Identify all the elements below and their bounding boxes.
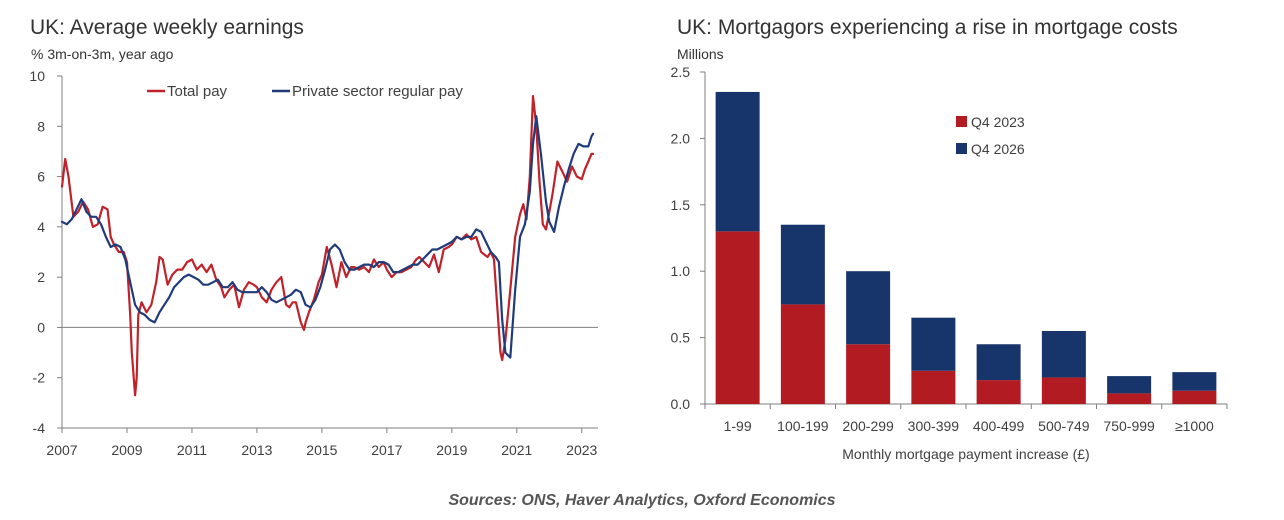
x-tick-label: 200-299: [842, 418, 894, 434]
x-tick-label: 2023: [566, 442, 597, 458]
x-tick-label: ≥1000: [1175, 418, 1214, 434]
y-tick-label: 0.0: [671, 396, 691, 412]
x-tick-label: 2013: [241, 442, 272, 458]
total-pay-line: [60, 94, 595, 397]
x-tick-label: 2017: [371, 442, 402, 458]
mortgage-chart-title: UK: Mortgagors experiencing a rise in mo…: [677, 16, 1178, 39]
y-tick-label: -4: [33, 420, 46, 436]
bar-q4-2026: [1172, 372, 1217, 391]
legend-label: Q4 2023: [971, 114, 1025, 130]
y-tick-label: 2: [37, 269, 45, 285]
y-tick-label: 2.5: [671, 64, 691, 80]
y-tick-label: 8: [37, 118, 45, 134]
legend-swatch: [956, 143, 967, 154]
x-tick-label: 400-499: [973, 418, 1025, 434]
bar-q4-2023: [1041, 377, 1086, 404]
legend-label: Total pay: [167, 83, 228, 100]
bar-q4-2026: [1107, 376, 1152, 394]
y-tick-label: -2: [33, 370, 46, 386]
source-note: Sources: ONS, Haver Analytics, Oxford Ec…: [448, 492, 836, 509]
y-tick-label: 10: [29, 68, 45, 84]
x-tick-label: 2007: [46, 442, 77, 458]
bar-q4-2026: [780, 224, 825, 305]
x-tick-label: 750-999: [1103, 418, 1155, 434]
bar-q4-2026: [911, 317, 956, 371]
y-tick-label: 1.0: [671, 263, 691, 279]
x-tick-label: 2009: [111, 442, 142, 458]
bar-q4-2026: [846, 271, 891, 345]
bar-q4-2026: [715, 91, 760, 232]
y-tick-label: 4: [37, 219, 45, 235]
y-tick-label: 6: [37, 169, 45, 185]
bar-q4-2023: [976, 380, 1021, 404]
y-tick-label: 1.5: [671, 197, 691, 213]
y-tick-label: 0: [37, 319, 45, 335]
x-tick-label: 2019: [436, 442, 467, 458]
x-tick-label: 100-199: [777, 418, 829, 434]
earnings-line-chart: -4 -2 0 2 4 6 8 10 2007 2009 2011 2013 2015 2017 2019 2…: [29, 68, 598, 458]
x-axis-title: Monthly mortgage payment increase (£): [842, 446, 1089, 462]
bar-q4-2023: [846, 344, 891, 404]
legend-label: Q4 2026: [971, 141, 1025, 157]
x-tick-label: 2021: [501, 442, 532, 458]
bar-q4-2023: [1172, 390, 1217, 404]
mortgage-chart-panel: UK: Mortgagors experiencing a rise in mo…: [640, 0, 1284, 480]
private-sector-line: [60, 115, 595, 359]
bar-q4-2026: [1041, 330, 1086, 378]
x-tick-label: 2011: [177, 442, 207, 458]
mortgage-bar-chart: 0.0 0.5 1.0 1.5 2.0 2.5 1-99 100-199 200-299 300-…: [671, 64, 1228, 462]
bar-q4-2023: [715, 231, 760, 404]
x-tick-label: 500-749: [1038, 418, 1090, 434]
earnings-chart-panel: UK: Average weekly earnings % 3m-on-3m, …: [0, 0, 640, 480]
bar-q4-2026: [976, 344, 1021, 381]
earnings-chart-title: UK: Average weekly earnings: [30, 16, 304, 39]
bar-q4-2023: [1107, 393, 1152, 404]
legend-swatch: [956, 116, 967, 127]
legend-label: Private sector regular pay: [292, 83, 463, 100]
x-tick-label: 2015: [306, 442, 337, 458]
earnings-chart-subtitle: % 3m-on-3m, year ago: [31, 46, 174, 62]
bar-q4-2023: [911, 370, 956, 404]
bar-q4-2023: [780, 304, 825, 404]
mortgage-chart-subtitle: Millions: [677, 46, 724, 62]
x-tick-label: 1-99: [724, 418, 752, 434]
y-tick-label: 2.0: [671, 130, 691, 146]
x-tick-label: 300-399: [908, 418, 960, 434]
y-tick-label: 0.5: [671, 330, 691, 346]
